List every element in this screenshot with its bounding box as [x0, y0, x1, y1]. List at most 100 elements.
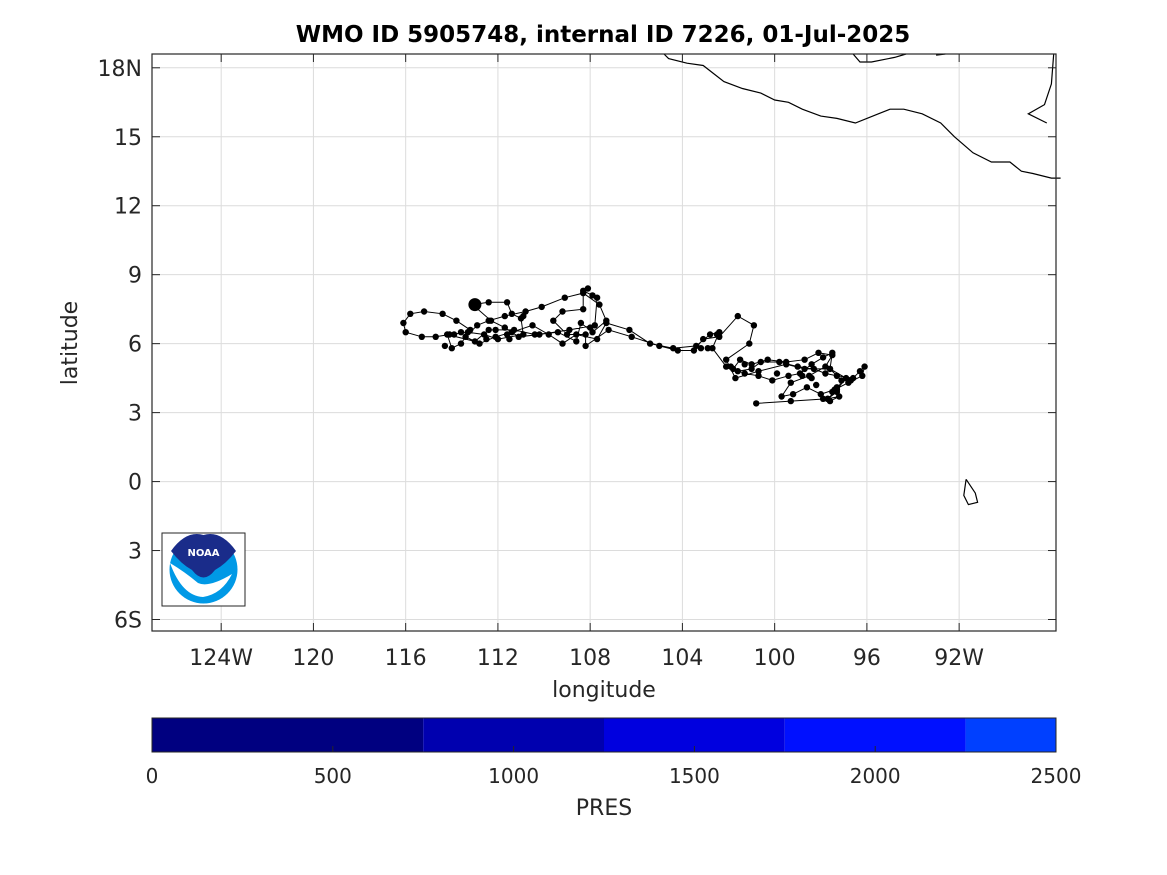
lon-tick-label: 104 [661, 646, 703, 671]
profile-point [573, 331, 580, 338]
profile-point [706, 331, 714, 338]
profile-point [808, 361, 815, 368]
profile-point [596, 301, 603, 308]
profile-point [402, 329, 409, 336]
lon-tick-label: 96 [853, 646, 881, 671]
profile-point [794, 363, 801, 370]
lat-tick-label: 3 [128, 540, 142, 565]
profile-point [492, 333, 499, 340]
profile-point [420, 308, 428, 315]
profile-point [787, 379, 794, 386]
profile-point [485, 317, 492, 324]
profile-point [441, 342, 449, 350]
profile-point [732, 374, 739, 382]
profile-point [474, 322, 481, 329]
latitude-ticks: 18N 15 12 9 6 3 0 3 6S [98, 57, 1056, 634]
profile-point [485, 299, 492, 306]
profile-point [538, 303, 545, 311]
profile-point [626, 326, 633, 334]
profile-point [656, 342, 663, 350]
profile-point [582, 342, 589, 350]
profile-point [453, 317, 460, 324]
profile-point [829, 388, 836, 396]
map-area: 124W 120 116 112 108 104 100 96 92W 18N151296303… [98, 53, 1061, 671]
lat-tick-label: 6 [128, 333, 142, 358]
profile-point [819, 354, 827, 361]
profile-point [838, 377, 845, 384]
lat-tick-label: 3 [128, 402, 142, 427]
colorbar-band [965, 718, 1056, 752]
profile-point [757, 358, 764, 366]
profile-point [741, 370, 748, 377]
colorbar-tick-label: 1500 [669, 764, 720, 788]
colorbar-band [152, 718, 424, 752]
colorbar-tick-label: 0 [146, 764, 159, 788]
profile-point [492, 326, 499, 334]
profile-point [582, 331, 589, 338]
profile-point [727, 363, 734, 370]
latest-position-marker [468, 298, 482, 312]
profile-point [605, 326, 612, 334]
profile-point [580, 306, 587, 313]
colorbar [152, 718, 1056, 752]
profile-point [734, 312, 741, 320]
colorbar-ticks: 0 500 1000 1500 2000 2500 [146, 746, 1081, 788]
colorbar-label: PRES [576, 796, 632, 821]
profile-point [531, 331, 538, 338]
profile-point [593, 335, 601, 343]
profile-point [545, 331, 552, 338]
lat-tick-label: 6S [114, 609, 142, 634]
profile-point [457, 329, 465, 336]
profile-point [801, 356, 808, 363]
profile-point [467, 326, 474, 334]
profile-point [815, 349, 822, 356]
profile-point [801, 365, 808, 373]
profile-point [753, 400, 760, 407]
profile-point [432, 333, 439, 340]
profile-point [783, 358, 790, 366]
profile-point [529, 322, 536, 329]
profile-point [704, 345, 711, 352]
noaa-logo: NOAA [161, 532, 246, 607]
profile-point [813, 381, 820, 389]
profile-point [554, 329, 562, 336]
grid-lines [152, 54, 1056, 631]
profile-point [836, 393, 843, 400]
lat-tick-label: 18N [98, 57, 142, 82]
coastline [663, 53, 1061, 506]
profile-point [628, 333, 635, 340]
profile-point [584, 285, 592, 292]
profile-point [799, 372, 806, 379]
noaa-logo-wave [170, 563, 232, 597]
profile-point [646, 340, 654, 347]
galapagos-island [963, 478, 979, 506]
profile-point [503, 331, 511, 338]
profile-point [748, 361, 755, 368]
profile-point [462, 333, 469, 340]
x-axis-label: longitude [552, 678, 656, 703]
profile-point [861, 363, 868, 370]
profile-point [503, 299, 511, 306]
lat-tick-label: 9 [128, 264, 142, 289]
profile-point [448, 345, 455, 352]
profile-point [407, 310, 414, 317]
colorbar-frame [151, 717, 1057, 753]
profile-point [450, 331, 458, 338]
profile-point [418, 333, 425, 340]
profile-point [789, 391, 797, 398]
profile-point [589, 292, 596, 299]
lon-tick-label: 92W [934, 646, 984, 671]
profile-point [833, 372, 841, 379]
profile-point [741, 361, 748, 368]
lon-tick-label: 120 [292, 646, 334, 671]
profile-point [773, 370, 781, 377]
profile-point [561, 294, 568, 301]
colorbar-tick-label: 500 [314, 764, 352, 788]
map-axes-background [152, 54, 1056, 631]
profile-point [723, 356, 730, 363]
mexico-coastline [663, 53, 1061, 179]
profile-point [859, 372, 866, 379]
profile-point [501, 312, 508, 320]
profile-point [559, 340, 566, 347]
